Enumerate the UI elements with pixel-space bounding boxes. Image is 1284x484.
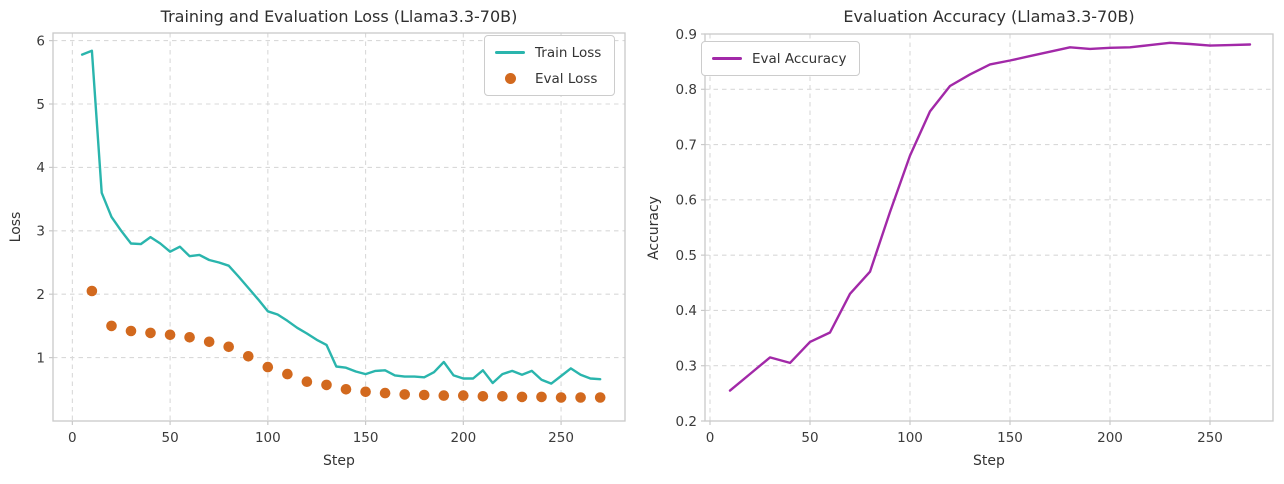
eval-loss-point: [594, 392, 606, 403]
left-chart-legend: Train Loss Eval Loss: [484, 35, 616, 96]
left-x-tick-label: 0: [68, 430, 77, 446]
left-y-tick-label: 4: [36, 160, 45, 176]
train-loss-swatch-box: [495, 51, 525, 54]
right-chart-legend: Eval Accuracy: [701, 41, 861, 76]
eval-loss-point: [575, 392, 586, 403]
legend-label-eval-accuracy: Eval Accuracy: [752, 50, 847, 67]
right-y-tick-label: 0.2: [676, 414, 697, 430]
eval-accuracy-line-swatch: [712, 57, 742, 60]
right-y-tick-label: 0.8: [676, 82, 697, 98]
eval-loss-point: [360, 386, 371, 398]
legend-item-train-loss: Train Loss: [495, 40, 601, 65]
eval-loss-point: [418, 389, 430, 401]
eval-loss-point: [184, 332, 195, 343]
eval-loss-swatch-box: [495, 73, 525, 84]
left-chart-title: Training and Evaluation Loss (Llama3.3-7…: [160, 7, 518, 26]
eval-loss-point: [243, 351, 254, 362]
eval-accuracy-swatch-box: [712, 57, 742, 60]
right-chart-ylabel: Accuracy: [646, 196, 662, 260]
right-y-tick-label: 0.5: [676, 248, 697, 264]
eval-loss-point: [86, 285, 98, 297]
eval-loss-point: [282, 368, 293, 380]
eval-accuracy-line: [728, 41, 1252, 392]
eval-loss-point: [379, 387, 391, 399]
legend-label-train-loss: Train Loss: [535, 44, 602, 61]
left-plot-border: [52, 32, 626, 422]
left-x-tick-label: 50: [162, 430, 179, 446]
eval-loss-point: [340, 384, 352, 395]
right-x-tick-label: 100: [897, 430, 923, 446]
eval-loss-point: [536, 391, 547, 403]
right-y-tick-label: 0.3: [676, 359, 697, 375]
legend-item-eval-accuracy: Eval Accuracy: [712, 46, 846, 71]
left-chart-ylabel: Loss: [8, 211, 24, 243]
eval-loss-point: [164, 329, 176, 341]
right-y-tick-label: 0.6: [676, 193, 697, 209]
train-loss-line: [80, 49, 602, 385]
left-y-tick-label: 1: [36, 350, 45, 366]
right-chart-title: Evaluation Accuracy (Llama3.3-70B): [843, 7, 1135, 26]
eval-loss-point: [555, 392, 567, 403]
eval-loss-point: [497, 391, 508, 402]
left-x-tick-label: 100: [255, 430, 281, 446]
right-x-tick-label: 50: [801, 430, 818, 446]
right-x-tick-label: 250: [1197, 430, 1223, 446]
left-y-tick-label: 2: [36, 287, 45, 303]
left-y-tick-label: 5: [36, 97, 45, 113]
eval-loss-point: [321, 379, 332, 391]
eval-loss-point: [399, 389, 411, 400]
left-y-tick-label: 3: [36, 224, 45, 240]
right-x-tick-label: 200: [1097, 430, 1123, 446]
eval-loss-point: [125, 325, 137, 337]
eval-loss-point: [203, 336, 215, 348]
left-y-tick-label: 6: [36, 33, 45, 49]
right-y-tick-label: 0.7: [676, 137, 697, 153]
legend-item-eval-loss: Eval Loss: [495, 66, 601, 91]
eval-loss-point: [516, 391, 528, 403]
left-x-tick-label: 150: [353, 430, 379, 446]
eval-loss-point: [477, 391, 489, 402]
eval-loss-point: [262, 361, 274, 373]
legend-label-eval-loss: Eval Loss: [535, 70, 598, 87]
eval-loss-point: [145, 327, 156, 339]
eval-loss-point: [438, 390, 450, 401]
eval-loss-point: [106, 320, 117, 332]
eval-loss-point: [458, 390, 469, 401]
right-chart-xlabel: Step: [973, 453, 1005, 469]
eval-loss-dot-swatch: [504, 73, 516, 84]
train-loss-line-swatch: [495, 51, 525, 54]
right-y-tick-label: 0.4: [676, 303, 697, 319]
eval-loss-point: [301, 376, 313, 388]
right-x-tick-label: 0: [706, 430, 715, 446]
right-y-tick-label: 0.9: [676, 27, 697, 43]
left-x-tick-label: 200: [450, 430, 476, 446]
right-x-tick-label: 150: [997, 430, 1023, 446]
right-plot-border: [704, 33, 1274, 422]
eval-loss-point: [223, 341, 234, 353]
left-chart-xlabel: Step: [323, 453, 355, 469]
left-x-tick-label: 250: [548, 430, 574, 446]
